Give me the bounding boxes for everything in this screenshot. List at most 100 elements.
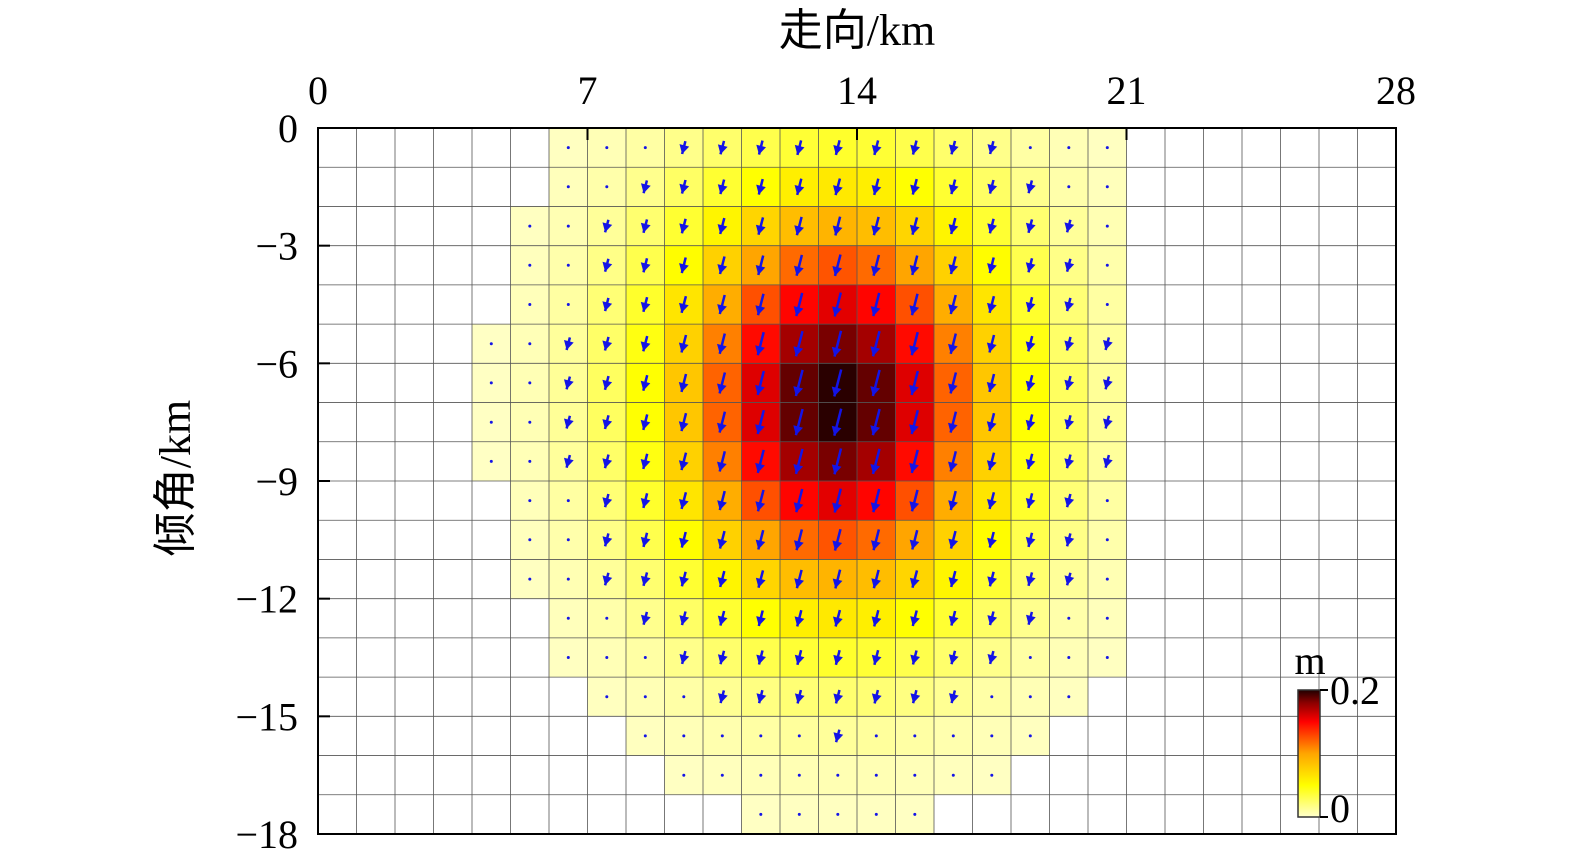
slip-vector-head: [640, 575, 651, 586]
slip-vector-head: [1025, 262, 1036, 273]
heatmap-cell: [395, 128, 435, 168]
slip-vector-dot: [605, 185, 609, 189]
x-tick-label: 0: [308, 68, 328, 113]
heatmap-cell: [356, 520, 396, 560]
heatmap-cell: [1165, 402, 1205, 443]
colorbar-gradient: [1297, 689, 1321, 818]
slip-vector-head: [717, 538, 728, 549]
heatmap-cell: [395, 598, 435, 639]
heatmap-cell: [1357, 481, 1397, 521]
slip-vector-dot: [566, 577, 570, 581]
slip-vector-head: [948, 343, 958, 354]
slip-vector-head: [948, 304, 958, 314]
heatmap-cell: [472, 677, 512, 717]
slip-vector-head: [986, 382, 997, 392]
slip-vector-head: [909, 424, 919, 435]
heatmap-cell: [1088, 794, 1128, 835]
slip-vector-head: [794, 616, 805, 627]
slip-vector-head: [1064, 340, 1075, 351]
heatmap-cell: [1357, 559, 1397, 600]
x-tick-label: 21: [1107, 68, 1147, 113]
slip-vector-head: [832, 225, 843, 236]
heatmap-cell: [395, 520, 435, 560]
slip-vector-dot: [874, 812, 878, 816]
heatmap-cell: [1165, 324, 1205, 364]
heatmap-cell: [1242, 716, 1282, 757]
heatmap-cell: [1319, 755, 1359, 796]
slip-vector-dot: [605, 656, 609, 659]
heatmap-cell: [1203, 598, 1243, 639]
slip-vector-head: [833, 732, 844, 743]
slip-vector-head: [564, 340, 574, 350]
slip-vector-head: [679, 263, 689, 274]
slip-vector-head: [717, 343, 727, 354]
x-tick-label: 14: [837, 68, 877, 113]
slip-vector-head: [986, 421, 997, 432]
slip-vector-head: [793, 386, 803, 396]
slip-vector-dot: [1105, 303, 1109, 306]
heatmap-cell: [1242, 637, 1282, 678]
slip-vector-head: [794, 693, 805, 704]
heatmap-cell: [510, 128, 550, 168]
slip-vector-dot: [759, 773, 763, 777]
slip-vector-head: [987, 654, 998, 664]
slip-vector-head: [833, 185, 843, 196]
slip-vector-head: [564, 418, 574, 429]
heatmap-cell: [1319, 206, 1359, 247]
slip-vector-head: [910, 144, 920, 155]
heatmap-cell: [1319, 245, 1359, 286]
heatmap-cell: [1357, 128, 1397, 168]
slip-vector-head: [987, 576, 997, 587]
heatmap-cell: [395, 441, 435, 482]
slip-vector-dot: [566, 616, 570, 620]
slip-vector-head: [871, 578, 881, 589]
slip-vector-head: [909, 265, 920, 275]
slip-vector-head: [678, 460, 689, 471]
slip-vector-dot: [528, 538, 532, 542]
slip-vector-dot: [682, 695, 686, 699]
y-tick-label: −6: [255, 341, 298, 386]
slip-vector-head: [831, 464, 842, 475]
heatmap-cell: [433, 559, 473, 600]
heatmap-cell: [472, 637, 512, 678]
heatmap-cell: [433, 128, 473, 168]
heatmap-cell: [1165, 206, 1205, 247]
heatmap-cell: [1319, 481, 1359, 521]
y-tick-label: 0: [278, 106, 298, 151]
heatmap-cell: [472, 167, 512, 207]
slip-vector-head: [1025, 459, 1036, 469]
slip-vector-dot: [913, 812, 917, 816]
colorbar-max-label: 0.2: [1330, 668, 1380, 713]
slip-vector-head: [756, 184, 766, 195]
slip-vector-head: [794, 185, 805, 195]
heatmap-cell: [318, 598, 358, 639]
slip-vector-head: [602, 222, 613, 233]
slip-vector-head: [794, 654, 805, 665]
slip-vector-dot: [528, 459, 532, 463]
slip-vector-head: [910, 184, 920, 195]
heatmap-cell: [1203, 363, 1243, 404]
slip-vector-head: [640, 222, 651, 233]
heatmap-cell: [1242, 167, 1282, 207]
slip-vector-head: [870, 346, 881, 357]
slip-vector-head: [831, 346, 842, 357]
slip-vector-head: [1026, 183, 1036, 194]
heatmap-cell: [356, 441, 396, 482]
heatmap-cell: [1319, 128, 1359, 168]
heatmap-cell: [318, 716, 358, 757]
heatmap-cell: [356, 245, 396, 286]
heatmap-cell: [318, 402, 358, 443]
heatmap-cell: [1280, 559, 1320, 600]
slip-vector-dot: [990, 734, 994, 738]
heatmap-cell: [1126, 559, 1166, 600]
heatmap-cell: [356, 598, 396, 639]
slip-vector-head: [717, 144, 728, 155]
heatmap-cell: [549, 794, 589, 835]
heatmap-cell: [510, 755, 550, 796]
slip-vector-head: [1025, 498, 1036, 508]
slip-vector-head: [602, 301, 613, 312]
slip-vector-head: [793, 425, 803, 436]
slip-vector-head: [871, 654, 882, 665]
colorbar-min-label: 0: [1330, 786, 1350, 831]
slip-vector-head: [756, 654, 766, 665]
